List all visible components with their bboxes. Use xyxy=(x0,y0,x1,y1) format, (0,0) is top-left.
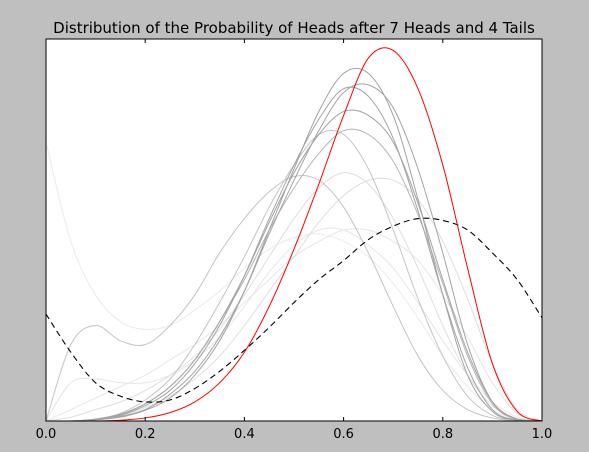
plot-area xyxy=(46,39,542,421)
x-tick-label: 0.4 xyxy=(234,427,255,442)
series-line-0 xyxy=(45,47,543,422)
x-tick-label: 0.2 xyxy=(135,427,156,442)
x-tick-label: 1.0 xyxy=(532,427,553,442)
series-line-3 xyxy=(45,83,543,422)
series-line-13 xyxy=(45,142,543,422)
plot-frame xyxy=(45,38,543,422)
x-tick-label: 0.6 xyxy=(333,427,354,442)
x-axis: 0.0 0.2 0.4 0.6 0.8 1.0 xyxy=(36,39,553,442)
series-line-11 xyxy=(45,227,543,422)
x-tick-label: 0.8 xyxy=(432,427,453,442)
series-line-4 xyxy=(45,86,543,422)
series-line-1 xyxy=(45,217,543,403)
x-tick-label: 0.0 xyxy=(36,427,57,442)
chart-title: Distribution of the Probability of Heads… xyxy=(53,19,535,37)
series-line-2 xyxy=(45,67,543,422)
series-line-8 xyxy=(45,175,543,422)
series-line-10 xyxy=(45,177,543,422)
series-line-5 xyxy=(45,109,543,422)
series-layer xyxy=(45,47,543,422)
